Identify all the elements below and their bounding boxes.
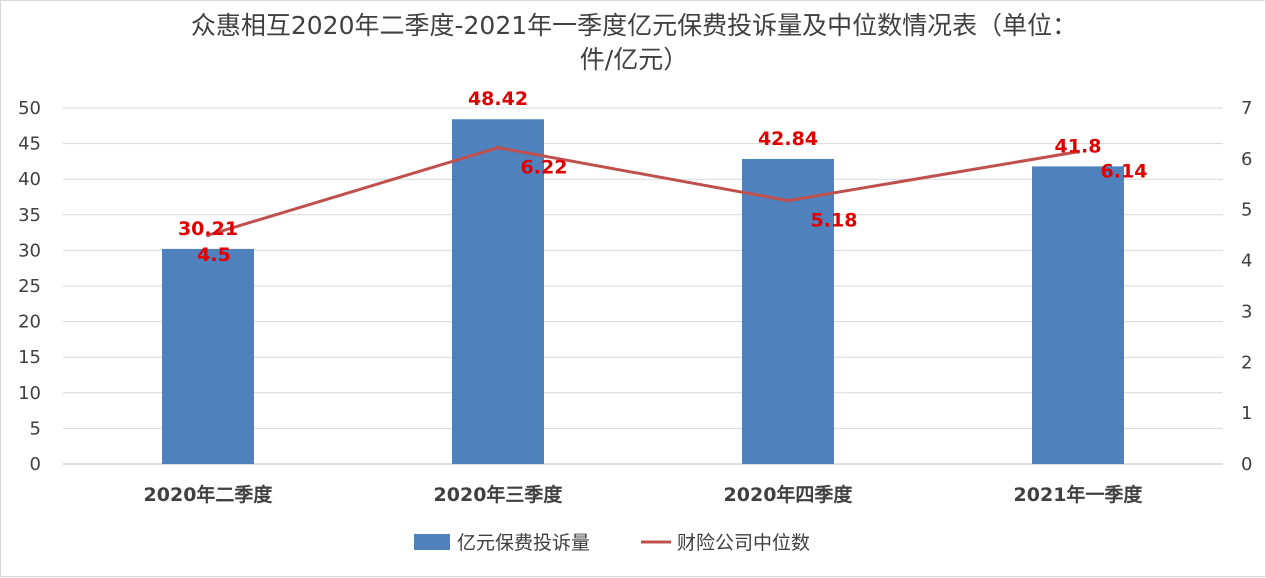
y-right-tick-label: 4 (1241, 251, 1252, 272)
y-left-tick-label: 35 (18, 205, 41, 226)
legend-label: 财险公司中位数 (677, 532, 810, 554)
y-left-tick-label: 5 (30, 418, 41, 439)
bar-data-label: 48.42 (468, 88, 528, 110)
y-right-tick-label: 3 (1241, 301, 1252, 322)
y-left-tick-label: 50 (18, 98, 41, 119)
y-right-tick-label: 2 (1241, 352, 1252, 373)
legend-label: 亿元保费投诉量 (457, 532, 590, 554)
line-point[interactable] (786, 198, 790, 203)
y-right-tick-label: 7 (1241, 98, 1252, 119)
y-left-tick-label: 0 (30, 454, 41, 475)
line-data-label: 5.18 (811, 210, 858, 232)
line-data-label: 6.22 (521, 157, 568, 179)
legend-bar-swatch (414, 534, 450, 550)
bar[interactable] (742, 158, 834, 465)
chart-title-line-1: 众惠相互2020年二季度-2021年一季度亿元保费投诉量及中位数情况表（单位： (190, 11, 1078, 40)
series-line (207, 146, 1079, 237)
line-data-label: 4.5 (197, 244, 231, 266)
chart-title: 众惠相互2020年二季度-2021年一季度亿元保费投诉量及中位数情况表（单位： … (1, 9, 1266, 77)
y-left-tick-label: 20 (18, 312, 41, 333)
bar-data-label: 42.84 (758, 128, 818, 150)
y-left-tick-label: 30 (18, 240, 41, 261)
line-point[interactable] (496, 145, 500, 150)
x-tick-label: 2021年一季度 (1014, 483, 1144, 506)
line-point[interactable] (1076, 149, 1080, 154)
x-tick-label: 2020年三季度 (434, 483, 564, 506)
bar-data-label: 30.21 (178, 218, 238, 240)
y-right-tick-label: 5 (1241, 200, 1252, 221)
y-left-tick-label: 10 (18, 383, 41, 404)
bar[interactable] (452, 119, 544, 464)
x-tick-label: 2020年四季度 (724, 483, 854, 506)
y-right-tick-label: 1 (1241, 403, 1252, 424)
y-right-tick-label: 6 (1241, 149, 1252, 170)
y-left-tick-label: 40 (18, 169, 41, 190)
y-left-tick-label: 15 (18, 347, 41, 368)
chart-title-line-2: 件/亿元） (579, 45, 689, 74)
y-left-tick-label: 45 (18, 134, 41, 155)
line-data-label: 6.14 (1101, 161, 1148, 183)
bar[interactable] (1032, 166, 1124, 464)
y-left-tick-label: 25 (18, 276, 41, 297)
y-right-tick-label: 0 (1241, 454, 1252, 475)
bar[interactable] (162, 248, 254, 464)
line-point[interactable] (206, 233, 210, 238)
x-tick-label: 2020年二季度 (144, 483, 274, 506)
bar-data-label: 41.8 (1055, 135, 1102, 157)
